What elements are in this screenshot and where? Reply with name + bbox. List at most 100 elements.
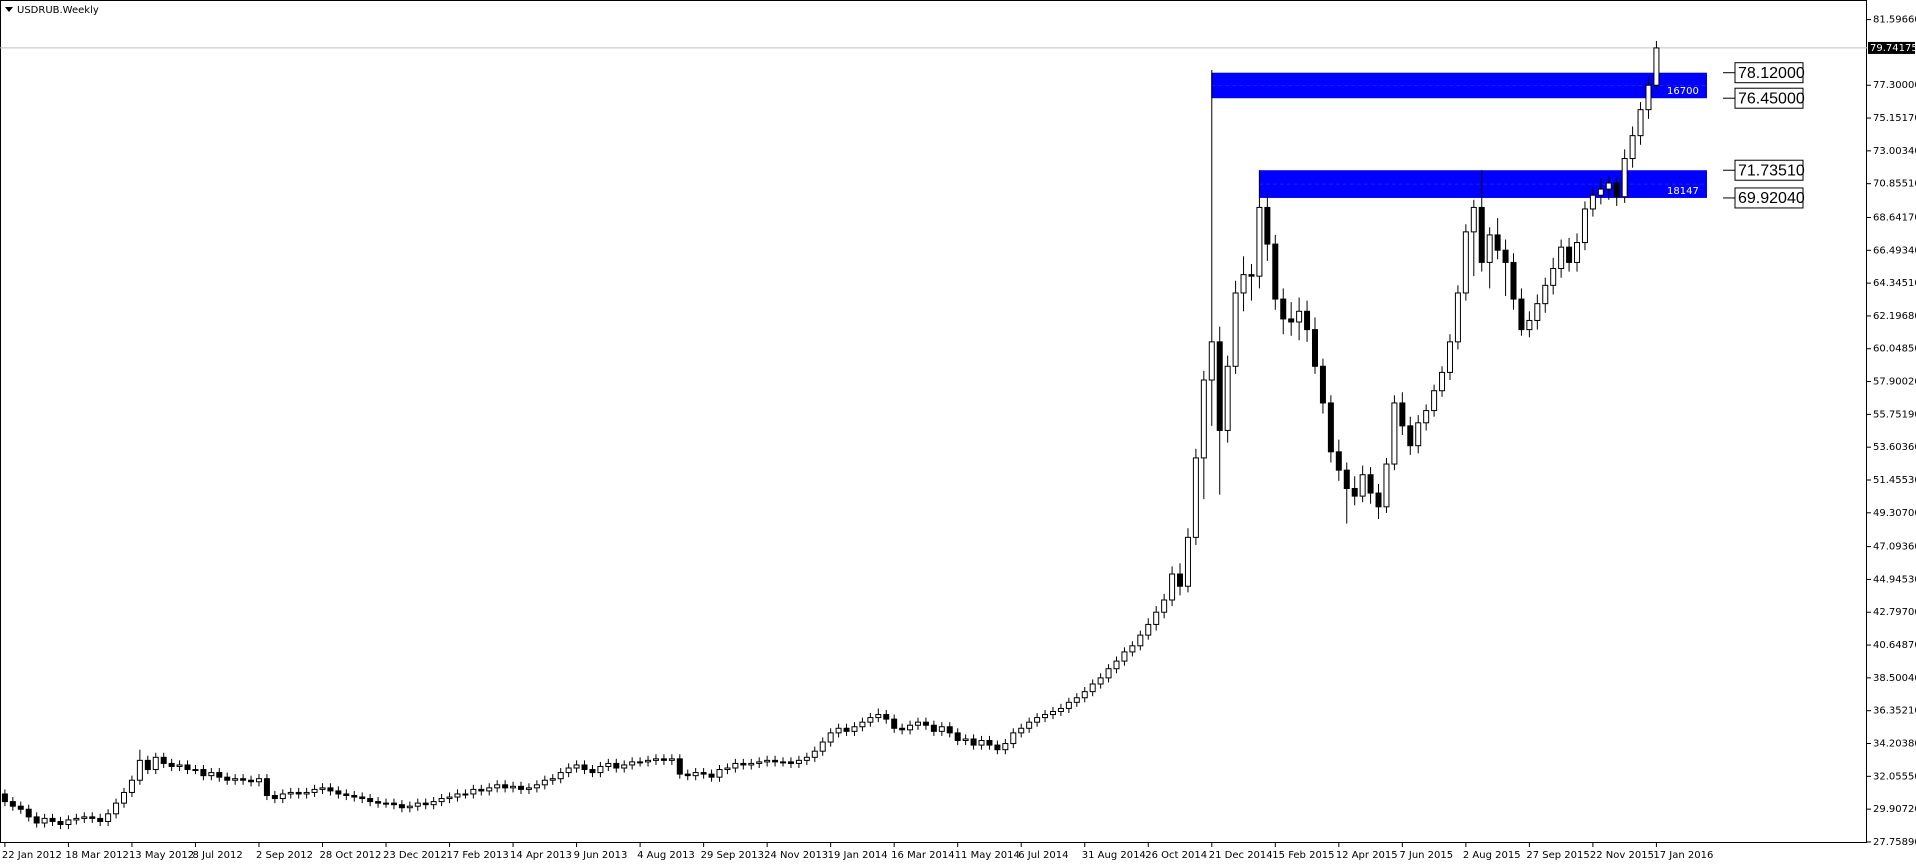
candle-body [756, 761, 763, 764]
candle-body [764, 759, 771, 763]
candle-body [462, 793, 469, 796]
y-tick-label: 81.59660 [1873, 15, 1916, 26]
candle-body [1121, 651, 1128, 662]
candle-body [1057, 707, 1064, 712]
x-tick-label: 9 Jun 2013 [574, 850, 628, 861]
candle-body [319, 787, 326, 790]
candle-body [780, 761, 787, 764]
candle-body [533, 784, 540, 789]
candle-body [1351, 487, 1358, 497]
candle-body [922, 721, 929, 726]
candle-body [1256, 206, 1263, 277]
candle-body [248, 779, 255, 783]
candle-body [1407, 425, 1414, 447]
candle-body [1391, 402, 1398, 465]
y-tick-label: 49.30700 [1873, 508, 1916, 519]
candle-body [422, 802, 429, 806]
candle-body [1184, 536, 1191, 587]
candle-body [899, 727, 906, 731]
candle-body [613, 762, 620, 769]
candle-body [1359, 474, 1366, 497]
candle-body [1026, 721, 1033, 729]
candle-body [208, 772, 215, 777]
candle-body [891, 718, 898, 729]
candle-body [1288, 318, 1295, 323]
y-tick-label: 36.35210 [1873, 706, 1916, 717]
candle-body [1073, 697, 1080, 703]
candle-body [1177, 573, 1184, 587]
candle-body [795, 759, 802, 764]
y-tick-label: 27.75890 [1873, 837, 1916, 848]
candle-body [684, 773, 691, 777]
menu-arrow[interactable] [5, 7, 13, 12]
candle-body [1343, 469, 1350, 489]
candle-body [930, 724, 937, 732]
candle-body [1335, 451, 1342, 471]
candle-body [1494, 234, 1501, 251]
y-tick-label: 68.64170 [1873, 212, 1916, 223]
zone-text: 18147 [1667, 186, 1699, 197]
x-tick-label: 29 Sep 2013 [701, 850, 764, 861]
candle-body [168, 762, 175, 767]
candle-body [335, 790, 342, 795]
candle-body [1550, 268, 1557, 286]
candle-body [279, 793, 286, 800]
candle-body [1534, 303, 1541, 321]
candle-body [1327, 402, 1334, 453]
candle-body [351, 794, 358, 798]
candle-body [1621, 158, 1628, 198]
candle-body [414, 802, 421, 807]
candle-body [438, 798, 445, 803]
candle-body [1399, 402, 1406, 427]
candle-body [1296, 310, 1303, 323]
candle-body [25, 808, 32, 818]
candle-body [1304, 310, 1311, 331]
candle-body [573, 764, 580, 769]
candle-body [454, 793, 461, 798]
x-tick-label: 2 Sep 2012 [256, 850, 313, 861]
y-tick-label: 62.19680 [1873, 311, 1916, 322]
candle-body [1049, 710, 1056, 716]
candle-body [605, 762, 612, 767]
candle-body [216, 772, 223, 778]
candle-body [946, 726, 953, 734]
y-tick-label: 44.94530 [1873, 574, 1916, 585]
candle-body [152, 756, 159, 771]
x-tick-label: 2 Aug 2015 [1463, 850, 1521, 861]
candle-body [1200, 379, 1207, 459]
level-box [1734, 159, 1804, 181]
level-label: 69.92040 [1738, 190, 1805, 207]
candle-body [772, 759, 779, 763]
candle-body [192, 769, 199, 772]
candle-body [9, 801, 16, 807]
candle-body [740, 762, 747, 766]
current-price-box [1868, 41, 1915, 54]
candle-body [160, 756, 167, 764]
candle-body [597, 765, 604, 774]
candle-body [1010, 732, 1017, 745]
candle-body [89, 816, 96, 819]
candle-body [875, 714, 882, 719]
candle-body [1208, 341, 1215, 381]
candle-body [327, 787, 334, 792]
candle-body [287, 791, 294, 795]
candle-body [295, 791, 302, 795]
candle-body [518, 785, 524, 790]
candle-body [57, 820, 64, 826]
candle-body [851, 726, 858, 732]
y-tick-label: 75.15170 [1873, 113, 1916, 124]
candle-body [113, 802, 120, 815]
candle-body [1105, 668, 1112, 679]
x-tick-label: 15 Feb 2015 [1272, 850, 1334, 861]
candle-body [1502, 249, 1509, 263]
candle-body [549, 778, 556, 781]
y-tick-label: 47.09360 [1873, 542, 1916, 553]
candle-body [652, 758, 659, 761]
candle-body [1542, 284, 1549, 305]
candle-body [986, 740, 993, 746]
candle-body [510, 785, 517, 789]
candle-body [1597, 188, 1604, 196]
y-tick-label: 57.90020 [1873, 377, 1916, 388]
candle-body [1423, 410, 1430, 424]
